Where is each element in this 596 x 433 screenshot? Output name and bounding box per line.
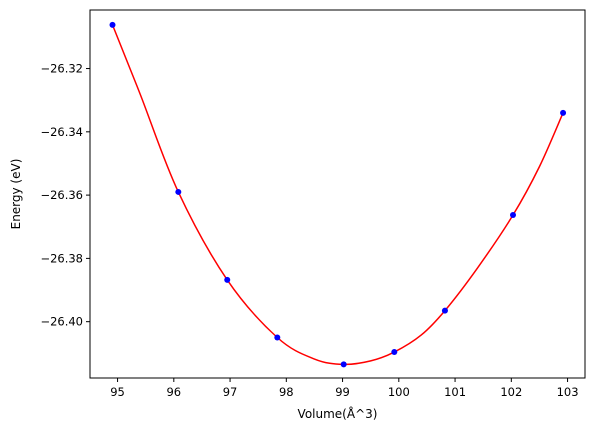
fit-curve-layer — [111, 24, 564, 366]
x-tick-label: 102 — [500, 385, 522, 399]
x-axis: 95 96 97 98 99 100 101 102 103 — [110, 378, 579, 399]
plot-frame — [89, 9, 586, 379]
y-tick-label: −26.34 — [40, 125, 83, 139]
x-tick-label: 97 — [223, 385, 238, 399]
x-axis-label: Volume(Å^3) — [298, 406, 378, 421]
data-point — [391, 349, 398, 356]
y-axis: −26.32 −26.34 −26.36 −26.38 −26.40 — [40, 62, 90, 329]
x-tick-label: 98 — [279, 385, 294, 399]
data-point — [340, 361, 347, 368]
data-point — [274, 334, 281, 341]
x-tick-label: 101 — [444, 385, 466, 399]
y-tick-label: −26.36 — [40, 188, 83, 202]
data-point — [441, 307, 448, 314]
data-point — [560, 109, 567, 116]
data-point — [109, 21, 116, 28]
x-tick-label: 95 — [110, 385, 125, 399]
y-tick-label: −26.40 — [40, 315, 83, 329]
data-point — [224, 276, 231, 283]
fit-curve-line — [111, 24, 564, 366]
x-tick-label: 100 — [388, 385, 410, 399]
y-tick-label: −26.38 — [40, 251, 83, 265]
y-axis-label: Energy (eV) — [9, 159, 23, 230]
data-point-layer — [109, 21, 567, 368]
y-tick-label: −26.32 — [40, 62, 83, 76]
x-tick-label: 99 — [335, 385, 350, 399]
x-tick-label: 103 — [557, 385, 579, 399]
data-point — [175, 188, 182, 195]
x-tick-label: 96 — [166, 385, 181, 399]
data-point — [510, 212, 516, 219]
